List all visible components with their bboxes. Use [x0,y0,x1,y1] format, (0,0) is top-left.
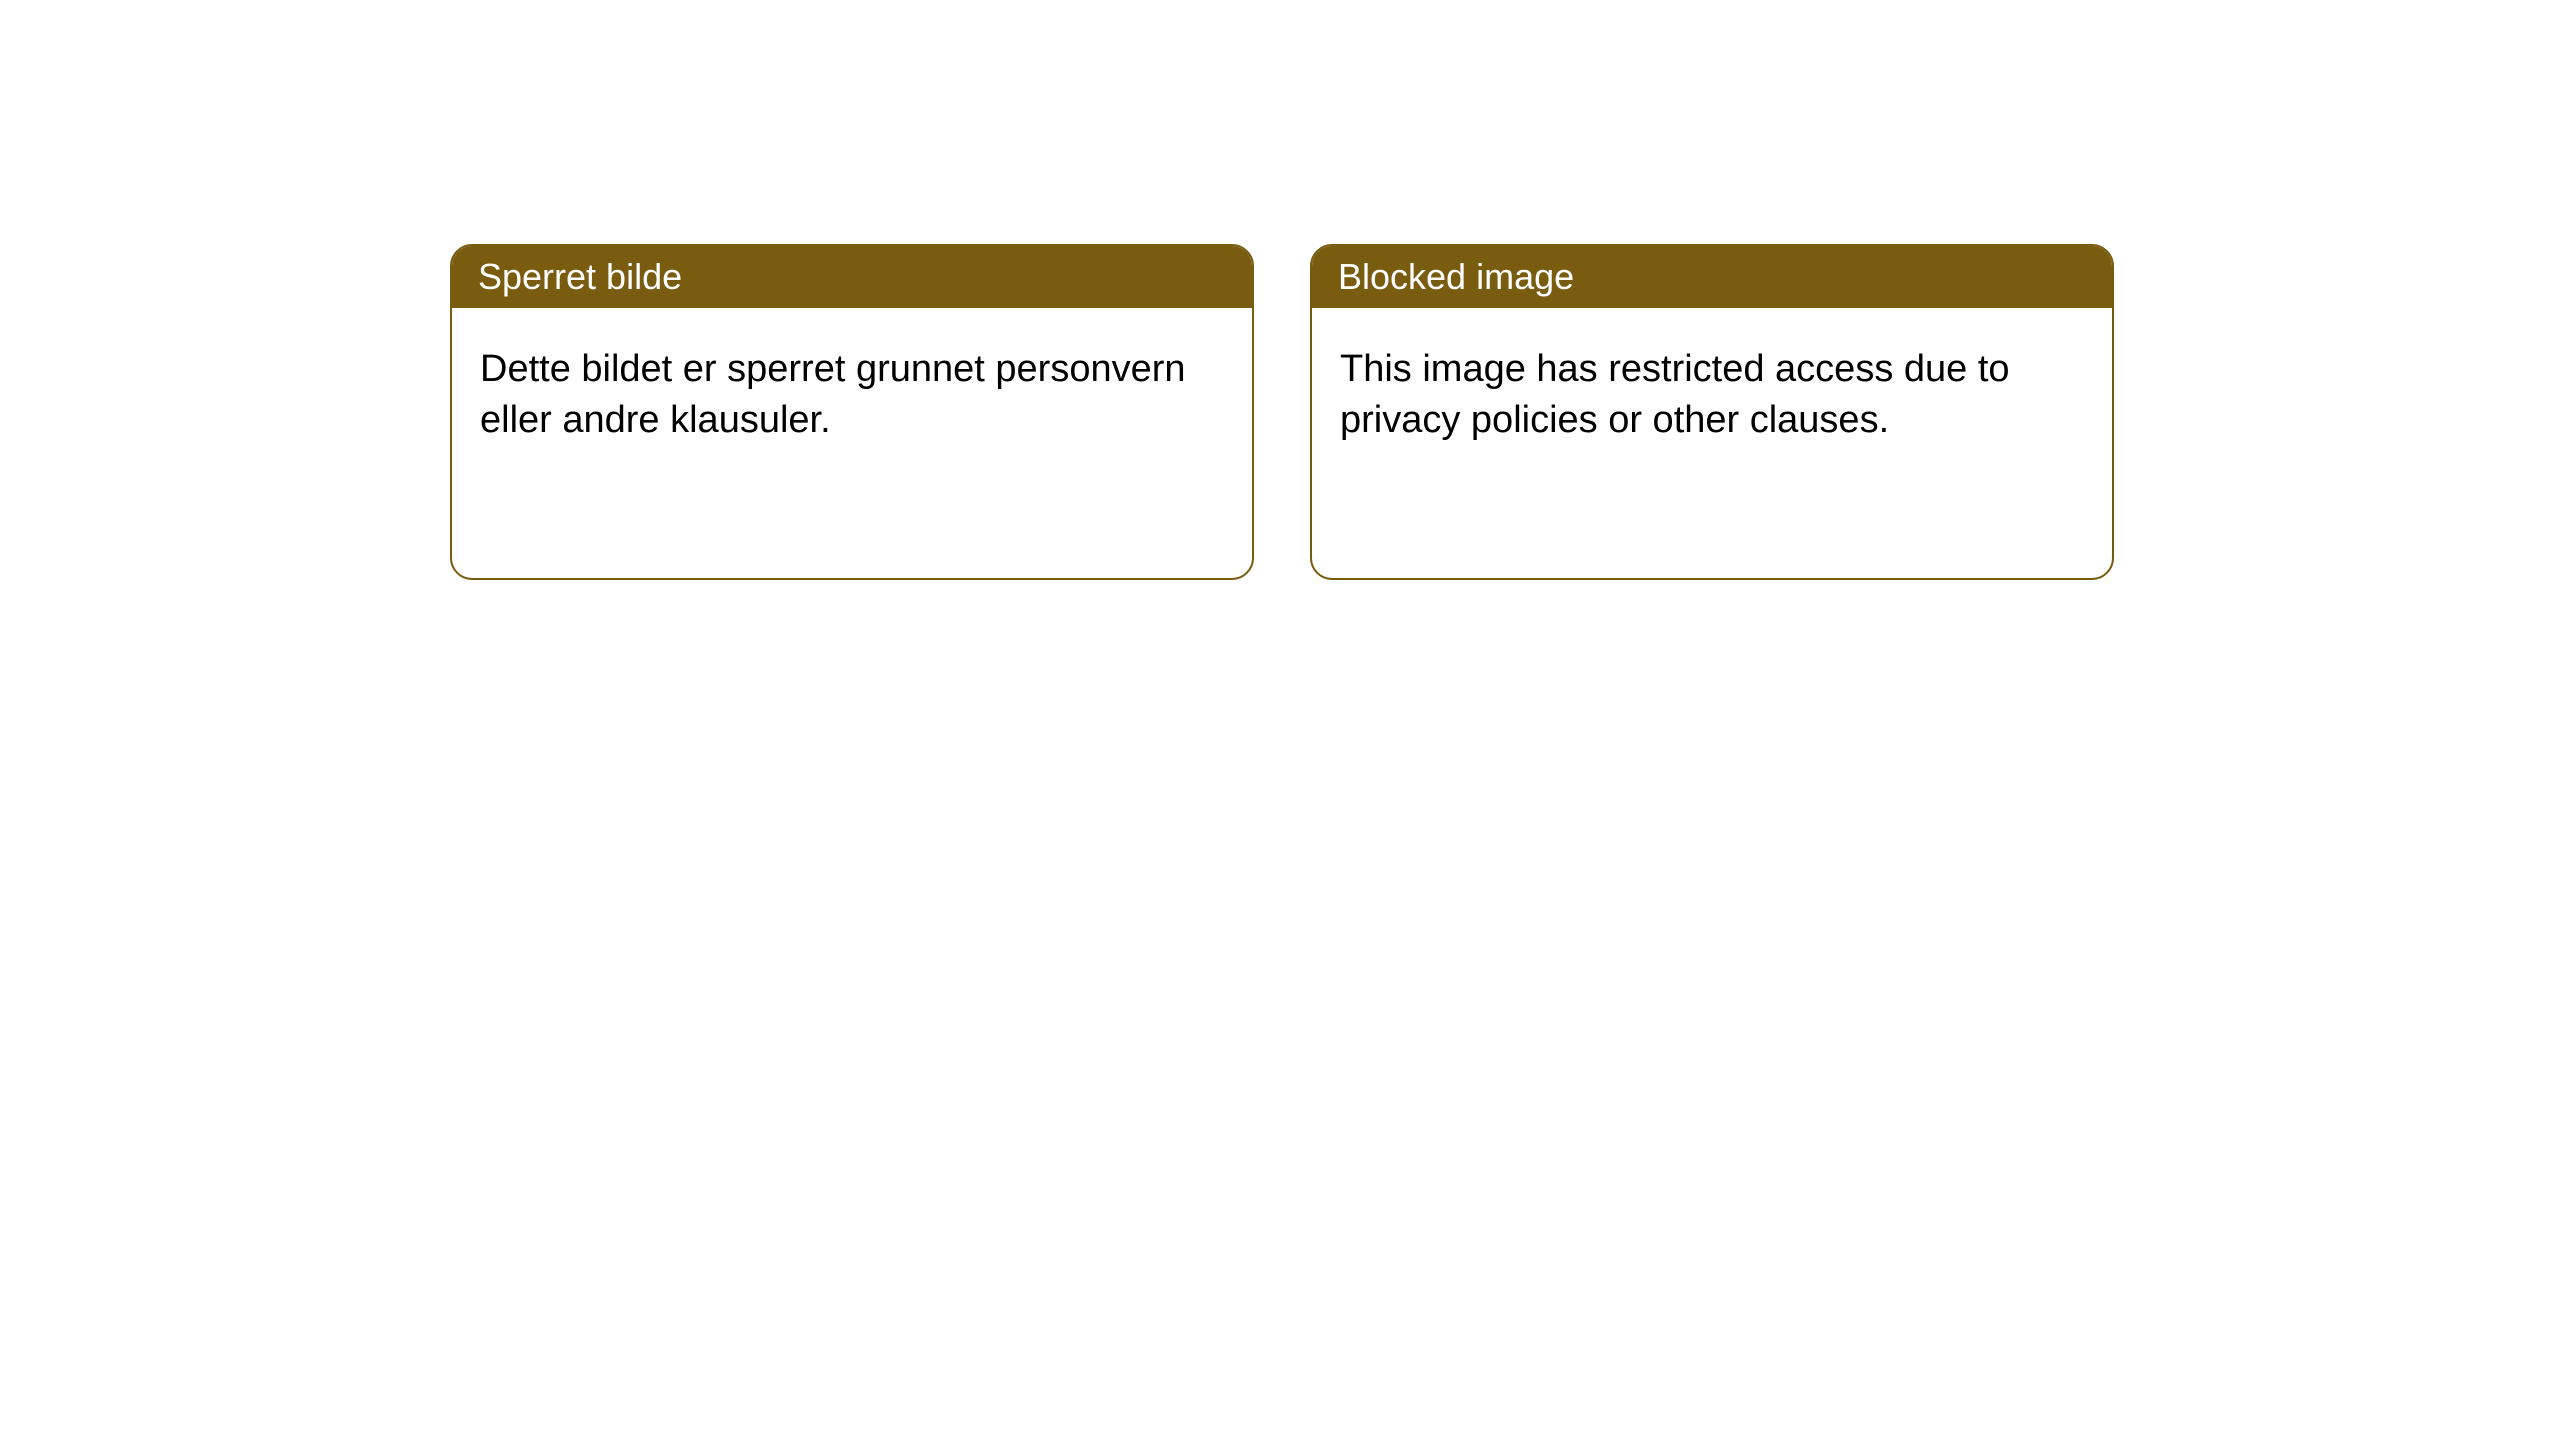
card-body-no: Dette bildet er sperret grunnet personve… [452,308,1252,483]
card-body-en: This image has restricted access due to … [1312,308,2112,483]
notice-card-en: Blocked image This image has restricted … [1310,244,2114,580]
card-title-en: Blocked image [1312,246,2112,308]
card-title-no: Sperret bilde [452,246,1252,308]
notice-card-no: Sperret bilde Dette bildet er sperret gr… [450,244,1254,580]
notice-card-row: Sperret bilde Dette bildet er sperret gr… [0,0,2560,580]
